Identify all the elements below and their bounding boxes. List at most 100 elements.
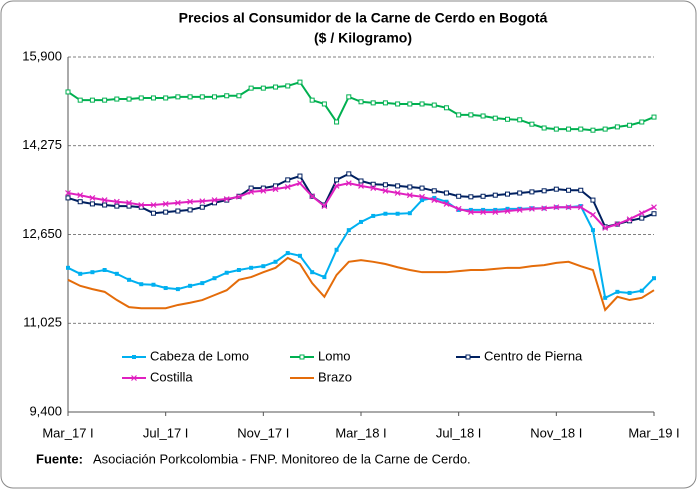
marker xyxy=(370,181,376,187)
marker xyxy=(260,187,267,194)
chart-title: Precios al Consumidor de la Carne de Cer… xyxy=(179,10,548,26)
marker xyxy=(139,282,144,287)
marker xyxy=(480,193,486,199)
marker xyxy=(638,210,645,217)
marker xyxy=(553,126,559,132)
marker xyxy=(309,97,315,103)
marker xyxy=(150,202,157,208)
marker xyxy=(151,282,156,287)
legend-label: Lomo xyxy=(318,348,351,363)
marker xyxy=(541,188,547,194)
marker xyxy=(89,194,96,201)
marker xyxy=(541,125,547,131)
marker xyxy=(273,84,279,90)
marker xyxy=(212,94,217,100)
marker xyxy=(565,204,572,211)
marker xyxy=(492,115,498,121)
x-tick-label: Mar_18 I xyxy=(335,425,386,440)
x-tick-label: Nov_18 I xyxy=(530,425,582,440)
marker xyxy=(370,185,377,192)
marker xyxy=(260,85,266,91)
marker xyxy=(248,85,254,91)
marker xyxy=(627,122,633,128)
marker xyxy=(187,207,193,213)
marker xyxy=(126,96,132,102)
marker xyxy=(492,209,499,216)
marker xyxy=(187,94,193,100)
marker xyxy=(505,206,510,211)
marker xyxy=(175,208,181,214)
marker xyxy=(150,210,156,216)
marker xyxy=(113,198,120,205)
marker xyxy=(224,93,230,99)
marker xyxy=(273,259,278,264)
marker xyxy=(468,207,473,212)
marker xyxy=(468,112,474,118)
x-tick-label: Nov_17 I xyxy=(237,425,289,440)
marker xyxy=(443,200,450,207)
marker xyxy=(261,264,266,269)
marker xyxy=(578,187,584,193)
marker xyxy=(359,219,363,224)
marker xyxy=(223,196,230,202)
marker xyxy=(235,193,242,200)
marker xyxy=(200,281,205,286)
marker xyxy=(590,228,595,233)
marker xyxy=(187,198,194,205)
marker xyxy=(456,112,462,118)
marker xyxy=(566,187,572,193)
x-tick-label: Mar_17 I xyxy=(42,425,93,440)
marker xyxy=(334,247,339,252)
marker xyxy=(419,193,425,200)
marker xyxy=(65,89,71,95)
marker xyxy=(432,195,437,200)
marker xyxy=(480,113,486,119)
marker xyxy=(431,188,437,194)
marker xyxy=(407,101,413,107)
marker xyxy=(126,199,132,206)
marker xyxy=(175,287,180,292)
marker xyxy=(163,286,168,291)
marker xyxy=(382,187,389,194)
marker xyxy=(333,182,340,189)
marker xyxy=(394,190,401,196)
marker xyxy=(639,288,644,293)
marker xyxy=(299,354,305,360)
marker xyxy=(309,193,316,200)
marker xyxy=(578,204,583,209)
marker xyxy=(297,79,303,85)
marker xyxy=(505,191,510,197)
marker xyxy=(272,186,279,193)
marker xyxy=(66,265,70,270)
marker xyxy=(651,114,657,120)
marker xyxy=(188,283,193,288)
marker xyxy=(431,197,438,204)
marker xyxy=(248,188,255,195)
legend-label: Cabeza de Lomo xyxy=(150,348,249,363)
marker xyxy=(297,253,302,258)
marker xyxy=(102,202,108,208)
source-label: Fuente: xyxy=(36,451,83,466)
marker xyxy=(590,197,596,203)
marker xyxy=(224,270,229,275)
marker xyxy=(468,194,474,200)
marker xyxy=(553,204,560,211)
marker xyxy=(162,200,169,207)
source: Asociación Porkcolombia - FNP. Monitoreo… xyxy=(93,451,471,466)
marker xyxy=(101,197,108,204)
marker xyxy=(517,117,523,123)
legend-label: Centro de Pierna xyxy=(484,348,583,363)
marker xyxy=(150,95,156,101)
marker xyxy=(249,265,254,270)
marker xyxy=(77,199,83,205)
marker xyxy=(627,290,632,295)
chart-subtitle: ($ / Kilogramo) xyxy=(314,30,412,46)
marker xyxy=(285,251,290,256)
marker xyxy=(443,105,449,111)
marker xyxy=(127,277,132,282)
marker xyxy=(126,203,132,209)
marker xyxy=(577,204,584,211)
marker xyxy=(529,189,535,195)
y-tick-label: 15,900 xyxy=(22,48,62,63)
marker xyxy=(174,199,181,206)
